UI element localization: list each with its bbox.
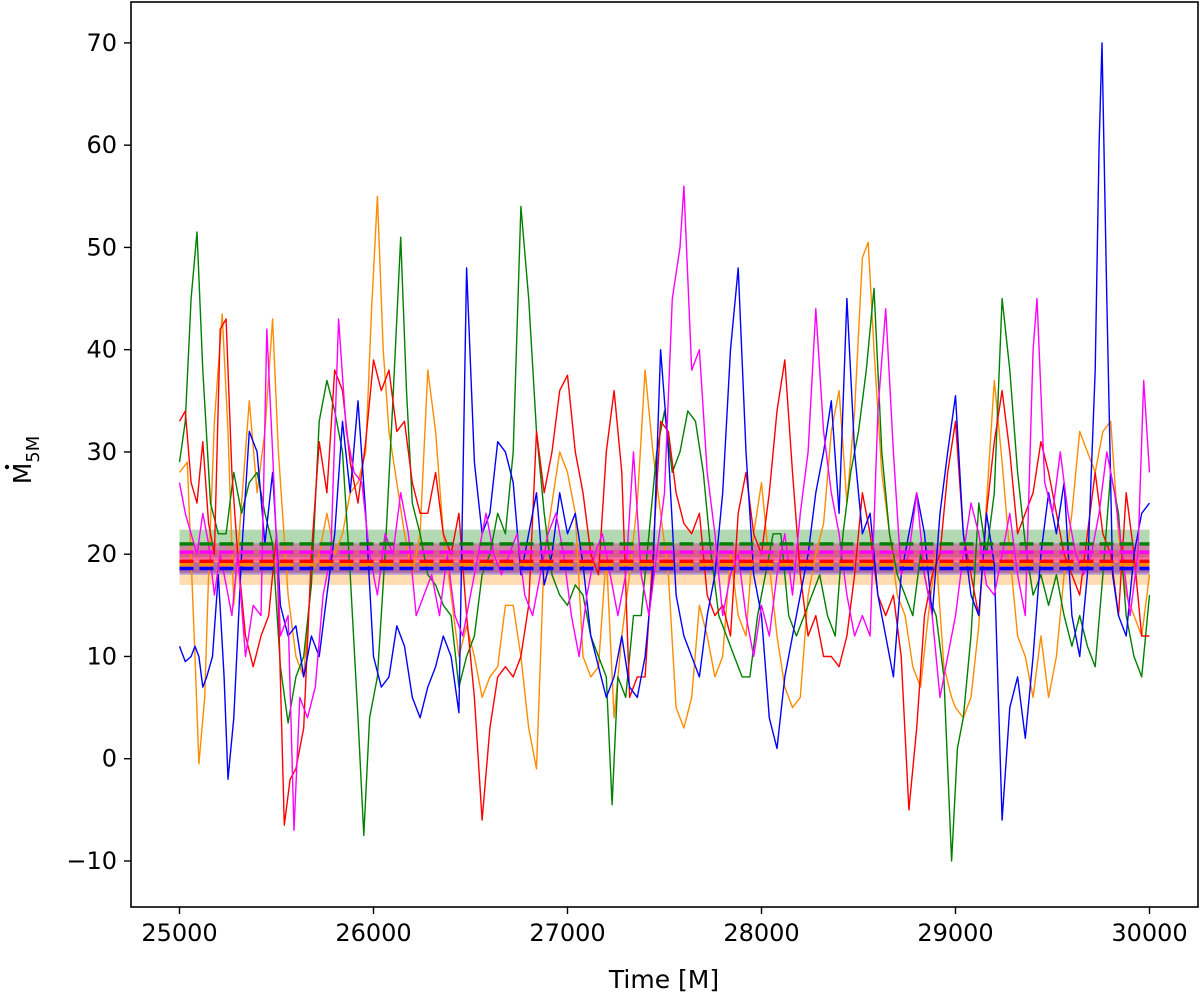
y-tick-label: 10: [86, 642, 117, 670]
y-tick-label: 20: [86, 540, 117, 568]
x-tick-label: 27000: [529, 919, 605, 947]
y-tick-label: 0: [102, 745, 117, 773]
y-axis-label-sub: 5M: [23, 436, 44, 463]
x-tick-label: 30000: [1111, 919, 1187, 947]
series-line-5: [178, 185, 1151, 831]
mean-bands: [179, 529, 1150, 585]
plot-frame: [130, 1, 1199, 908]
y-axis-ticks: −10 0 10 20 30 40 50 60 70: [66, 29, 131, 875]
x-tick-label: 25000: [141, 919, 217, 947]
y-tick-label: 30: [86, 438, 117, 466]
mean-lines: [179, 542, 1150, 571]
y-tick-label: 70: [86, 29, 117, 57]
y-axis-label-dot: [4, 464, 10, 470]
y-axis-label: M5M: [4, 436, 44, 485]
series-line-4: [178, 42, 1151, 821]
y-tick-label: 50: [86, 233, 117, 261]
y-tick-label: 60: [86, 131, 117, 159]
y-axis-label-main: M: [8, 463, 37, 485]
x-axis-ticks: 25000 26000 27000 28000 29000 30000: [141, 907, 1188, 947]
x-axis-label: Time [M]: [608, 965, 719, 994]
x-tick-label: 29000: [917, 919, 993, 947]
svg-text:M5M: M5M: [8, 436, 44, 485]
series-lines: [178, 42, 1151, 862]
y-tick-label: −10: [66, 847, 117, 875]
y-tick-label: 40: [86, 336, 117, 364]
x-tick-label: 26000: [335, 919, 411, 947]
x-tick-label: 28000: [723, 919, 799, 947]
